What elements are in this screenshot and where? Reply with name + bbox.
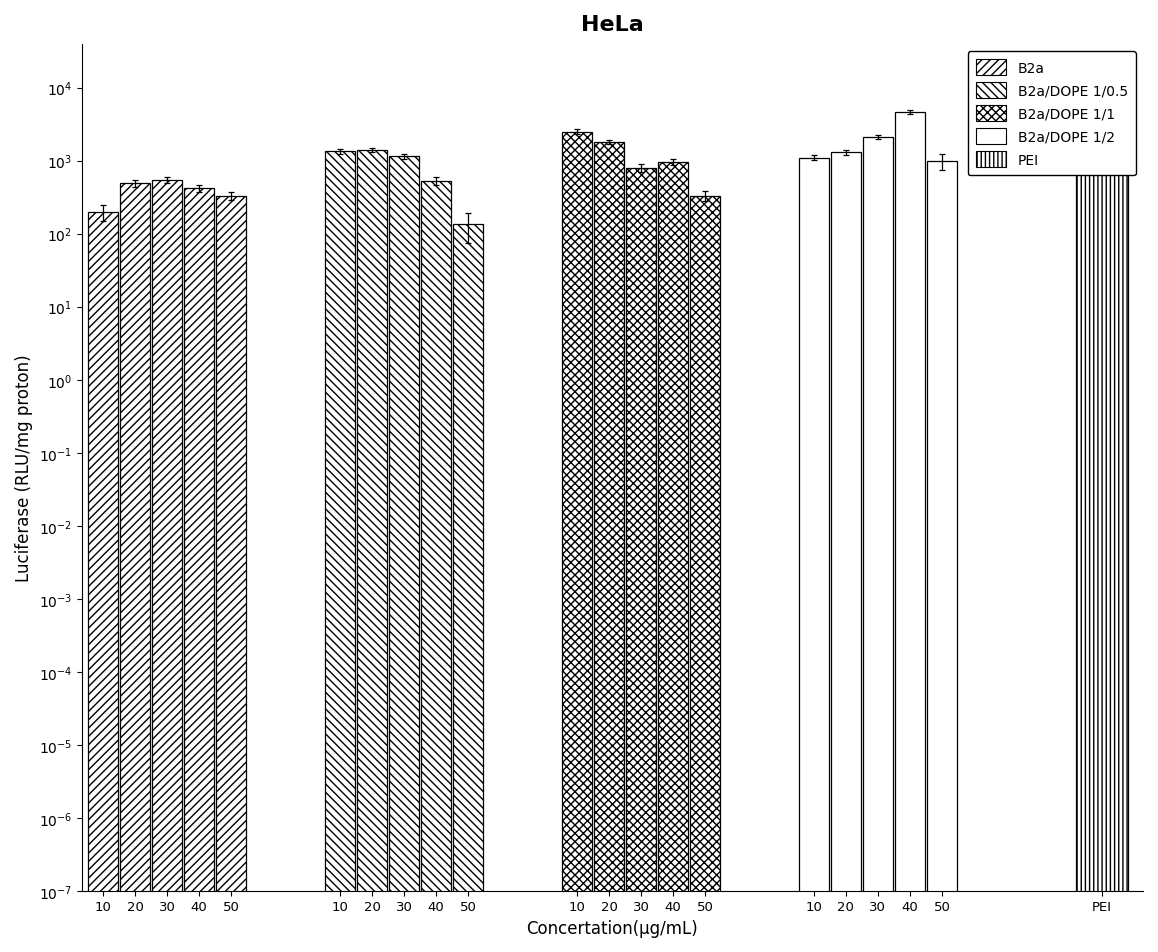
Bar xyxy=(895,113,924,952)
Legend: B2a, B2a/DOPE 1/0.5, B2a/DOPE 1/1, B2a/DOPE 1/2, PEI: B2a, B2a/DOPE 1/0.5, B2a/DOPE 1/1, B2a/D… xyxy=(968,51,1136,176)
Bar xyxy=(422,182,450,952)
Bar xyxy=(454,225,483,952)
Bar xyxy=(799,158,829,952)
Bar xyxy=(658,163,688,952)
Bar xyxy=(831,153,860,952)
Bar xyxy=(928,162,957,952)
Bar xyxy=(325,152,354,952)
Bar xyxy=(1077,78,1128,952)
Bar xyxy=(217,197,245,952)
X-axis label: Concertation(μg/mL): Concertation(μg/mL) xyxy=(527,919,698,937)
Title: HeLa: HeLa xyxy=(581,15,644,35)
Bar xyxy=(594,143,624,952)
Bar xyxy=(389,157,419,952)
Bar xyxy=(626,169,655,952)
Bar xyxy=(184,189,214,952)
Bar xyxy=(88,212,118,952)
Bar xyxy=(690,197,720,952)
Bar xyxy=(358,150,387,952)
Bar xyxy=(863,138,893,952)
Bar xyxy=(563,132,592,952)
Bar xyxy=(120,184,149,952)
Bar xyxy=(153,181,182,952)
Y-axis label: Luciferase (RLU/mg proton): Luciferase (RLU/mg proton) xyxy=(15,354,32,582)
